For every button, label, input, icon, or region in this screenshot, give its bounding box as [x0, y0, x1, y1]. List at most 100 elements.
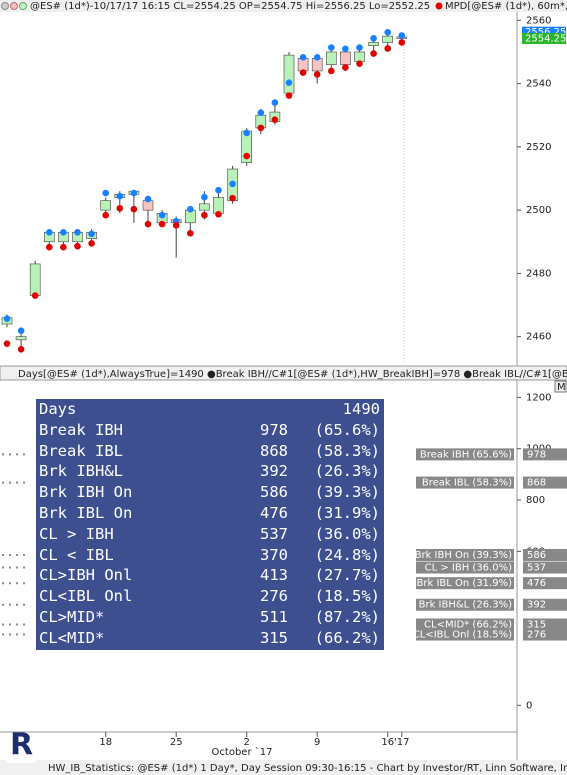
maximize-button[interactable]	[554, 380, 567, 393]
upper-dot	[158, 211, 166, 219]
tag-label: CL<MID* (66.2%)	[424, 620, 512, 631]
lower-dot	[116, 204, 124, 212]
stat-name: Brk IBH On	[39, 483, 133, 502]
stat-name: CL>MID*	[39, 607, 105, 626]
upper-dot	[356, 44, 363, 51]
y-tick-label: 2500	[526, 205, 551, 216]
stat-count: 413	[260, 566, 288, 585]
y-tick-label: 2560	[526, 15, 551, 26]
top-header-bar	[0, 0, 567, 12]
y-tick-label: 1200	[526, 392, 551, 403]
y-tick-label: 2540	[526, 79, 551, 90]
lower-dot	[158, 220, 166, 228]
lower-dot	[257, 124, 265, 132]
lower-dot	[31, 292, 39, 299]
tag-box	[416, 577, 514, 590]
study-marker	[435, 2, 443, 10]
stat-count: 586	[260, 483, 288, 502]
lower-dot	[187, 229, 194, 237]
stats-row: Brk IBH On 586 (39.3%)	[36, 482, 384, 503]
stat-name: CL > IBH	[39, 524, 114, 543]
price-tag-label: 2556.25	[525, 27, 566, 38]
x-tick-label: 18	[99, 737, 112, 748]
candle-body	[283, 54, 295, 94]
stat-name: CL < IBL	[39, 545, 114, 564]
stat-pct: (65.6%)	[314, 420, 380, 439]
tag-value: 476	[527, 578, 546, 589]
upper-dot	[342, 45, 349, 53]
lower-dot	[229, 194, 236, 202]
stats-row: Break IBL 868 (58.3%)	[36, 441, 384, 462]
candle-body	[15, 336, 27, 341]
tag-value: 276	[527, 630, 546, 641]
tag-box	[416, 548, 514, 561]
stat-pct: (18.5%)	[314, 587, 380, 606]
lower-dot	[102, 211, 109, 219]
window-button[interactable]	[19, 2, 27, 10]
window-button[interactable]	[1, 2, 9, 10]
pane-header-bar	[0, 365, 567, 381]
stat-name: CL<IBL Onl	[39, 587, 133, 606]
upper-dot	[187, 205, 194, 213]
tag-label: Break IBL (58.3%)	[422, 478, 512, 489]
upper-dot	[285, 79, 293, 86]
upper-dot	[46, 228, 53, 236]
stat-count: 1490	[342, 400, 380, 418]
price-tag-label: 2554.25	[525, 34, 566, 45]
stats-row: CL < IBL 370 (24.8%)	[36, 545, 384, 566]
stat-pct: (31.9%)	[314, 503, 380, 522]
x-tick-label: '17	[394, 737, 409, 748]
stats-row: Days 1490	[36, 399, 384, 420]
stat-count: 537	[260, 524, 288, 543]
upper-dot	[60, 228, 67, 236]
tag-value-box	[523, 618, 567, 631]
upper-dot	[299, 54, 307, 61]
stats-row: Brk IBH&L 392 (26.3%)	[36, 461, 384, 482]
tag-value: 586	[527, 550, 546, 561]
stat-name: Brk IBL On	[39, 503, 133, 522]
tag-value-box	[523, 448, 567, 461]
tag-value: 392	[527, 600, 546, 611]
upper-dot	[88, 230, 95, 238]
lower-dot	[3, 340, 11, 347]
tag-value-box	[523, 548, 567, 561]
candle-body	[100, 200, 111, 211]
x-tick-label: 2	[244, 737, 250, 748]
logo-letter: R	[10, 728, 33, 763]
candle-body	[213, 197, 224, 214]
tag-box	[416, 448, 514, 461]
upper-dot	[328, 44, 335, 51]
stat-pct: (39.3%)	[314, 483, 380, 502]
tag-value: 978	[527, 449, 546, 460]
stats-row: CL>MID* 511 (87.2%)	[36, 607, 384, 628]
window-button[interactable]	[10, 2, 18, 10]
upper-dot	[17, 327, 25, 334]
lower-dot	[17, 346, 25, 353]
lower-dot	[46, 243, 53, 251]
stats-table: Days 1490 Break IBH 978 (65.6%) Break IBL 868 (…	[36, 399, 384, 650]
tag-box	[416, 561, 514, 574]
lower-dot	[299, 69, 307, 76]
candle-body	[325, 51, 337, 65]
stat-count: 370	[260, 545, 288, 564]
upper-dot	[243, 129, 250, 137]
tag-value-box	[523, 577, 567, 590]
lower-dot	[356, 60, 363, 67]
tag-label: Brk IBL On (31.9%)	[417, 578, 513, 589]
y-tick-label: 800	[526, 495, 545, 506]
upper-dot	[201, 193, 208, 201]
stat-name: Days	[39, 400, 77, 418]
y-tick-label: 0	[526, 700, 532, 711]
stat-pct: (24.8%)	[314, 545, 380, 564]
lower-dot	[74, 242, 81, 250]
logo-bg	[6, 733, 36, 763]
upper-dot	[370, 35, 377, 42]
y-tick-label: 2480	[526, 268, 551, 279]
upper-dot	[215, 186, 222, 194]
tag-value-box	[523, 628, 567, 641]
stat-count: 511	[260, 607, 288, 626]
stats-row: Brk IBL On 476 (31.9%)	[36, 503, 384, 524]
tag-box	[416, 618, 514, 631]
